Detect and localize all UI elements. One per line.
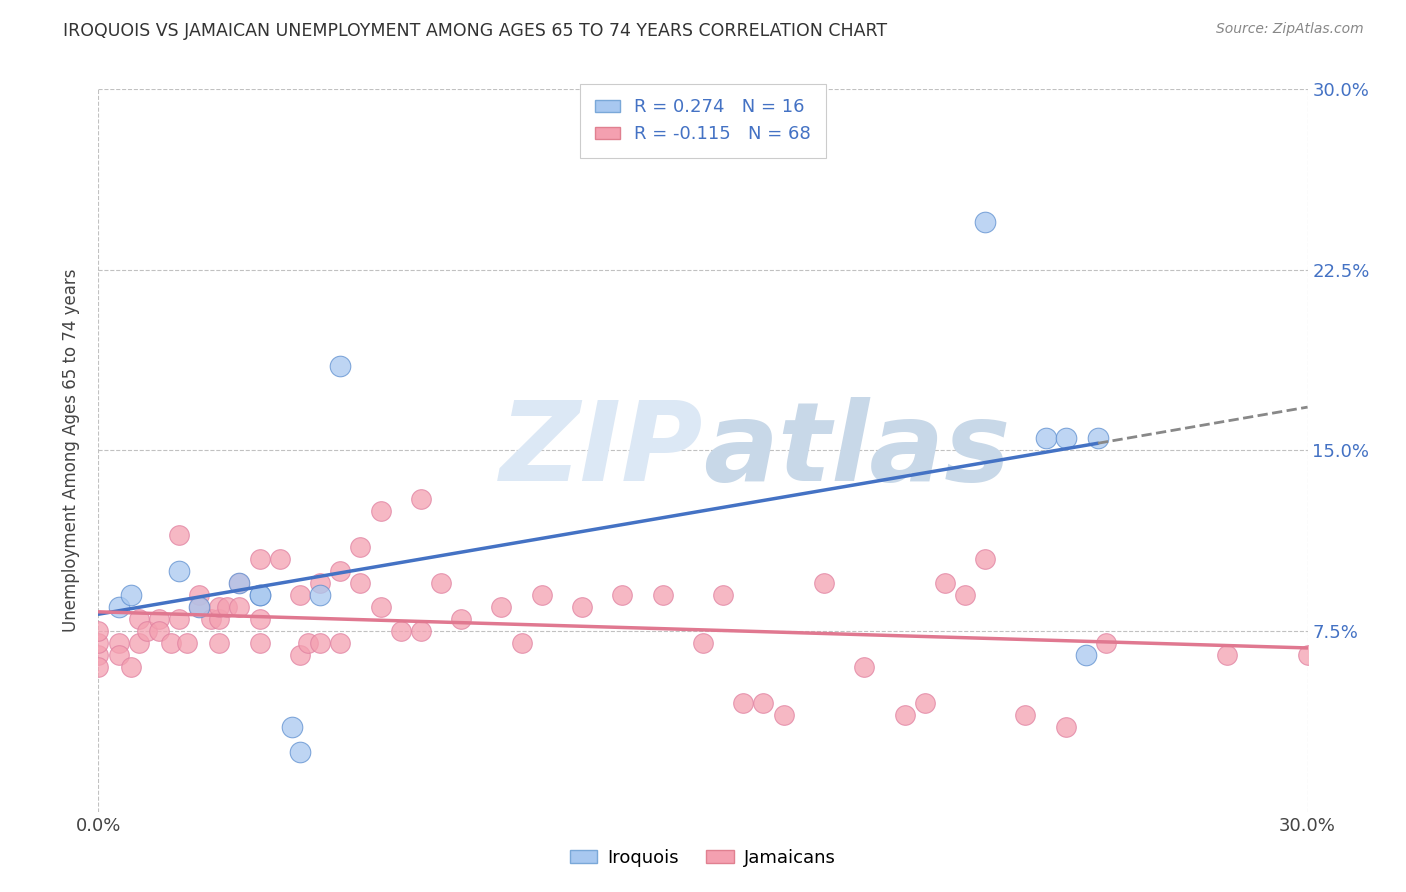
- Point: [612, 588, 634, 602]
- Point: [1296, 648, 1319, 662]
- Point: [107, 636, 129, 650]
- Point: [491, 599, 513, 614]
- Point: [953, 588, 976, 602]
- Point: [188, 588, 211, 602]
- Point: [853, 660, 876, 674]
- Point: [288, 744, 311, 758]
- Point: [167, 612, 190, 626]
- Point: [160, 636, 183, 650]
- Point: [120, 588, 142, 602]
- Point: [934, 576, 956, 591]
- Point: [249, 612, 271, 626]
- Point: [188, 599, 211, 614]
- Point: [510, 636, 533, 650]
- Point: [249, 588, 271, 602]
- Point: [288, 648, 311, 662]
- Point: [893, 708, 915, 723]
- Point: [813, 576, 835, 591]
- Legend: R = 0.274   N = 16, R = -0.115   N = 68: R = 0.274 N = 16, R = -0.115 N = 68: [581, 84, 825, 158]
- Point: [974, 214, 997, 228]
- Point: [772, 708, 794, 723]
- Point: [148, 612, 170, 626]
- Point: [249, 551, 271, 566]
- Point: [309, 636, 332, 650]
- Point: [228, 599, 250, 614]
- Point: [281, 721, 304, 735]
- Point: [188, 599, 211, 614]
- Point: [733, 696, 755, 710]
- Point: [974, 551, 997, 566]
- Point: [309, 588, 332, 602]
- Point: [87, 636, 110, 650]
- Text: Source: ZipAtlas.com: Source: ZipAtlas.com: [1216, 22, 1364, 37]
- Point: [370, 599, 392, 614]
- Point: [208, 636, 231, 650]
- Y-axis label: Unemployment Among Ages 65 to 74 years: Unemployment Among Ages 65 to 74 years: [62, 268, 80, 632]
- Point: [228, 576, 250, 591]
- Point: [217, 599, 239, 614]
- Point: [135, 624, 157, 639]
- Point: [450, 612, 472, 626]
- Point: [430, 576, 453, 591]
- Point: [120, 660, 142, 674]
- Point: [711, 588, 734, 602]
- Point: [651, 588, 673, 602]
- Point: [128, 636, 150, 650]
- Point: [1087, 431, 1109, 445]
- Point: [370, 503, 392, 517]
- Point: [752, 696, 775, 710]
- Point: [288, 588, 311, 602]
- Point: [128, 612, 150, 626]
- Point: [1035, 431, 1057, 445]
- Point: [309, 576, 332, 591]
- Point: [208, 612, 231, 626]
- Point: [107, 599, 129, 614]
- Point: [1054, 721, 1077, 735]
- Point: [349, 576, 371, 591]
- Point: [1014, 708, 1036, 723]
- Point: [409, 491, 432, 506]
- Point: [87, 624, 110, 639]
- Point: [1216, 648, 1239, 662]
- Point: [107, 648, 129, 662]
- Point: [389, 624, 412, 639]
- Point: [176, 636, 198, 650]
- Point: [692, 636, 714, 650]
- Point: [1054, 431, 1077, 445]
- Point: [167, 527, 190, 541]
- Point: [329, 564, 352, 578]
- Text: IROQUOIS VS JAMAICAN UNEMPLOYMENT AMONG AGES 65 TO 74 YEARS CORRELATION CHART: IROQUOIS VS JAMAICAN UNEMPLOYMENT AMONG …: [63, 22, 887, 40]
- Point: [329, 359, 352, 373]
- Point: [208, 599, 231, 614]
- Point: [167, 564, 190, 578]
- Text: atlas: atlas: [703, 397, 1011, 504]
- Point: [200, 612, 222, 626]
- Point: [409, 624, 432, 639]
- Point: [249, 588, 271, 602]
- Point: [1074, 648, 1097, 662]
- Point: [249, 636, 271, 650]
- Point: [349, 540, 371, 554]
- Point: [269, 551, 291, 566]
- Legend: Iroquois, Jamaicans: Iroquois, Jamaicans: [562, 842, 844, 874]
- Point: [1095, 636, 1118, 650]
- Point: [530, 588, 553, 602]
- Point: [914, 696, 936, 710]
- Point: [87, 648, 110, 662]
- Point: [571, 599, 593, 614]
- Point: [228, 576, 250, 591]
- Point: [148, 624, 170, 639]
- Point: [297, 636, 319, 650]
- Point: [87, 660, 110, 674]
- Text: ZIP: ZIP: [499, 397, 703, 504]
- Point: [329, 636, 352, 650]
